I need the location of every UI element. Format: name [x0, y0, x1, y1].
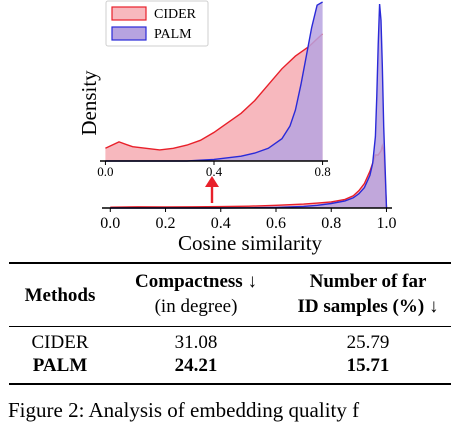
- legend-label-cider: CIDER: [154, 7, 197, 22]
- inset-area-palm: [105, 2, 323, 161]
- legend: CIDER PALM: [105, 0, 209, 47]
- main-tick-label: 0.2: [156, 215, 176, 232]
- main-line-palm: [110, 3, 388, 209]
- inset-tick-label: 0.4: [206, 164, 223, 179]
- header-compactness: Compactness ↓: [135, 271, 257, 292]
- table-top-rule: [9, 262, 451, 264]
- x-axis-label: Cosine similarity: [178, 231, 323, 255]
- main-tick-label: 0.6: [266, 215, 286, 232]
- inset-line-cider: [105, 33, 324, 151]
- density-figure: 0.0 0.2 0.4 0.6 0.8 1.0 Cosine similarity 0.0…: [77, 0, 396, 255]
- main-tick-label: 0.4: [211, 215, 231, 232]
- header-far-samples: Number of far: [309, 271, 427, 292]
- header-compactness-unit: (in degree): [154, 296, 238, 317]
- main-density-plot: 0.0 0.2 0.4 0.6 0.8 1.0 Cosine similarity: [100, 3, 396, 255]
- inset-line-palm: [105, 1, 323, 162]
- inset-density-plot: 0.0 0.4 0.8 Density: [77, 1, 331, 179]
- header-far-samples-unit: ID samples (%) ↓: [297, 296, 439, 317]
- row-far-samples: 25.79: [346, 332, 390, 353]
- arrow-head: [205, 176, 219, 187]
- table-mid-rule: [9, 326, 451, 328]
- row-method: CIDER: [31, 332, 89, 353]
- main-tick-label: 0.8: [321, 215, 341, 232]
- row-compactness: 24.21: [174, 355, 218, 376]
- header-methods: Methods: [24, 285, 96, 306]
- inset-tick-label: 0.8: [314, 164, 330, 179]
- main-tick-label: 1.0: [376, 215, 396, 232]
- inset-tick-label: 0.0: [97, 164, 113, 179]
- figure-caption: Figure 2: Analysis of embedding quality …: [8, 398, 360, 422]
- legend-swatch-cider: [111, 6, 147, 21]
- row-method: PALM: [32, 355, 88, 376]
- legend-swatch-palm: [111, 26, 147, 41]
- inset-area-cider: [105, 33, 323, 161]
- main-tick-label: 0.0: [100, 215, 120, 232]
- legend-label-palm: PALM: [154, 27, 192, 42]
- row-far-samples: 15.71: [346, 355, 390, 376]
- zoom-arrow: [205, 176, 219, 203]
- y-axis-label: Density: [77, 70, 101, 136]
- row-compactness: 31.08: [174, 332, 218, 353]
- table-bottom-rule: [9, 383, 451, 385]
